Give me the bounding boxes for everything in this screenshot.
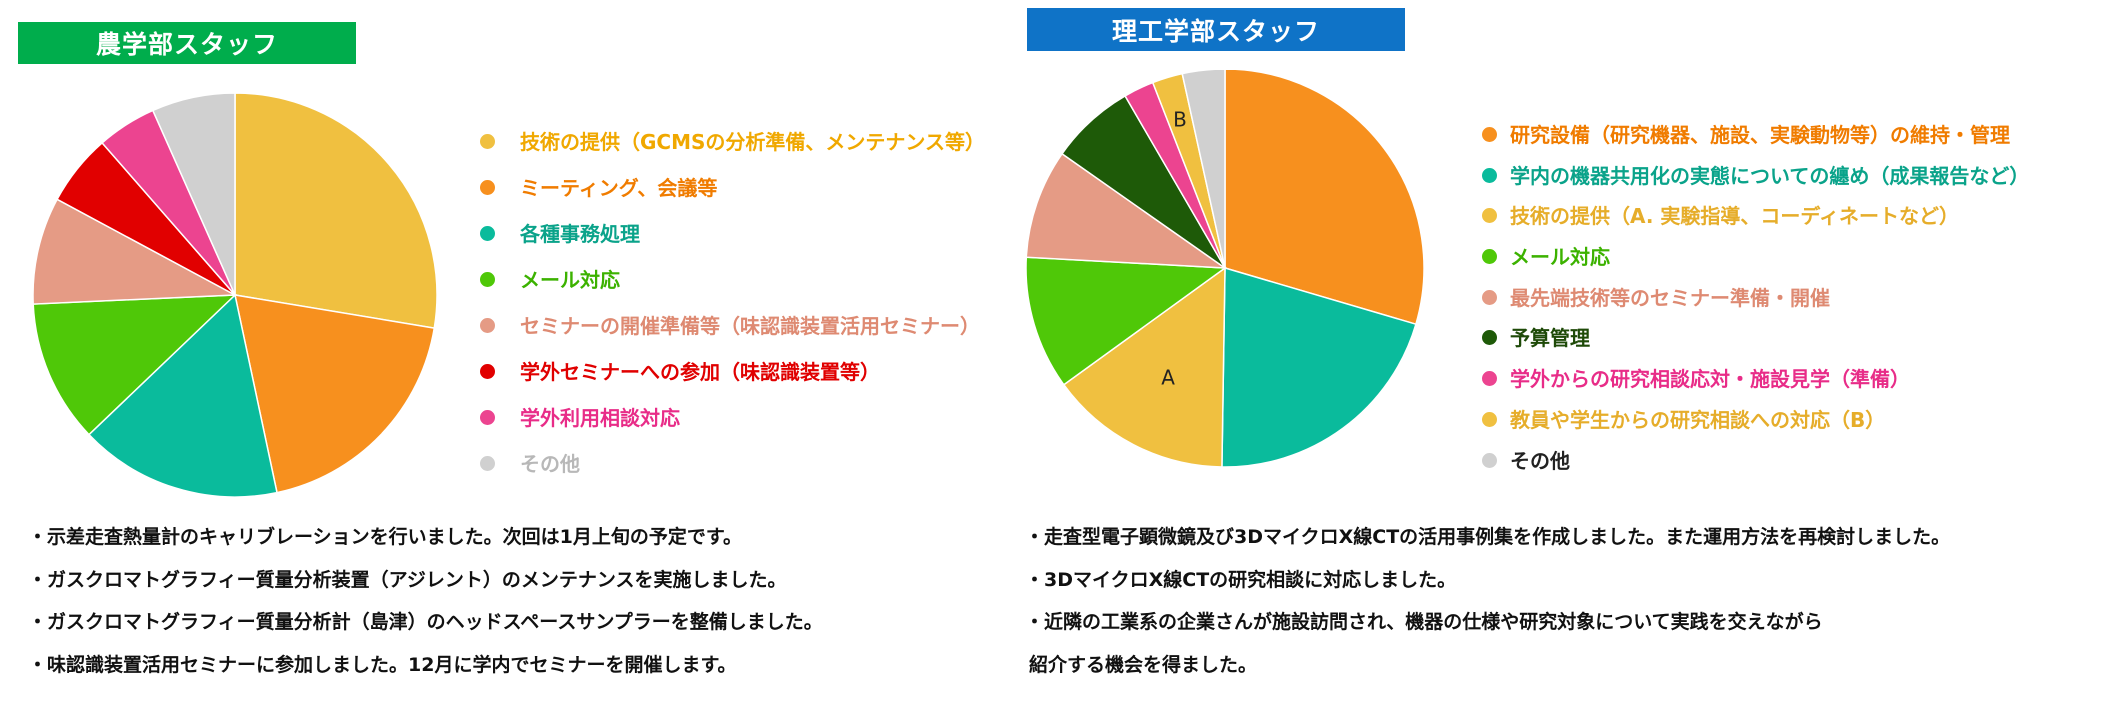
legend-marker-icon [1482,208,1497,224]
pie-slice [1181,70,1226,269]
note-item: 紹介する機会を得ました。 [1029,653,1258,676]
legend-item: 学外利用相談対応 [480,403,985,449]
legend-label: メール対応 [1510,245,1610,270]
legend-label: その他 [520,452,580,476]
note-item: ・3DマイクロX線CTの研究相談に対応しました。 [1025,568,1457,591]
pie-slice [1221,267,1417,468]
legend-marker-icon [1482,330,1497,346]
legend-item: メール対応 [480,265,985,311]
legend-marker-icon [1482,411,1497,427]
right-pie-legend: 研究設備（研究機器、施設、実験動物等）の維持・管理 学内の機器共用化の実態について… [1482,120,2029,486]
legend-marker-icon [1482,127,1497,142]
pie-slice [87,293,278,498]
pie-slice [1062,266,1226,468]
pie-slice [32,294,237,436]
legend-item: その他 [480,449,985,495]
pie-slice [32,198,238,305]
note-item: ・示差走査熱量計のキャリブレーションを行いました。次回は1月上旬の予定です。 [28,526,742,548]
legend-label: 学外利用相談対応 [520,406,680,430]
legend-marker-icon [480,272,495,287]
legend-item: 研究設備（研究機器、施設、実験動物等）の維持・管理 [1482,120,2029,161]
legend-label: 予算管理 [1510,326,1590,351]
note-item: ・味認識装置活用セミナーに参加しました。12月に学内でセミナーを開催します。 [28,653,737,676]
note-item: ・走査型電子顕微鏡及び3DマイクロX線CTの活用事例集を作成しました。また運用方… [1025,526,1951,548]
legend-label: 学外セミナーへの参加（味認識装置等） [520,360,880,384]
legend-marker-icon [480,410,495,425]
legend-marker-icon [1482,452,1497,468]
pie-slice-label: A [1161,365,1175,389]
legend-item: セミナーの開催準備等（味認識装置活用セミナー） [480,311,985,357]
legend-item: 各種事務処理 [480,219,985,265]
pie-slice [1025,256,1228,386]
note-item: ・ガスクロマトグラフィー質量分析計（島津）のヘッドスペースサンプラーを整備しまし… [28,611,823,633]
legend-label: 教員や学生からの研究相談への対応（B） [1510,407,1886,432]
legend-marker-icon [1482,289,1497,305]
pie-slice [234,294,436,494]
legend-item: 技術の提供（A. 実験指導、コーディネートなど） [1482,201,2029,242]
pie-slice [151,92,236,296]
legend-marker-icon [480,364,495,379]
legend-label: ミーティング、会議等 [520,176,718,200]
legend-label: セミナーの開催準備等（味認識装置活用セミナー） [520,314,980,338]
legend-label: 研究設備（研究機器、施設、実験動物等）の維持・管理 [1510,123,2010,147]
right-notes-list: ・走査型電子顕微鏡及び3DマイクロX線CTの活用事例集を作成しました。また運用方… [1025,522,1950,692]
pie-slice [1224,70,1425,326]
legend-marker-icon [1482,249,1497,265]
legend-item: 最先端技術等のセミナー準備・開催 [1482,283,2029,324]
legend-marker-icon [480,180,495,195]
legend-item: 予算管理 [1482,323,2029,364]
legend-label: 最先端技術等のセミナー準備・開催 [1510,285,1830,310]
note-item: ・ガスクロマトグラフィー質量分析装置（アジレント）のメンテナンスを実施しました。 [28,568,787,591]
left-pie-chart [32,92,438,498]
legend-label: その他 [1510,448,1570,473]
legend-marker-icon [480,226,495,241]
legend-item: 学内の機器共用化の実態についての纏め（成果報告など） [1482,161,2029,202]
legend-label: 学内の機器共用化の実態についての纏め（成果報告など） [1510,163,2030,188]
legend-marker-icon [480,318,495,333]
legend-label: 各種事務処理 [520,222,640,246]
pie-slice-label: B [1173,107,1187,131]
legend-label: 技術の提供（A. 実験指導、コーディネートなど） [1510,204,1960,229]
legend-marker-icon [480,456,495,471]
left-notes-list: ・示差走査熱量計のキャリブレーションを行いました。次回は1月上旬の予定です。・ガ… [28,522,823,692]
legend-item: ミーティング、会議等 [480,173,985,219]
legend-item: その他 [1482,446,2029,487]
legend-label: 技術の提供（GCMSの分析準備、メンテナンス等） [520,130,986,154]
legend-label: メール対応 [520,268,620,292]
legend-item: メール対応 [1482,242,2029,283]
legend-marker-icon [1482,371,1497,387]
legend-item: 教員や学生からの研究相談への対応（B） [1482,405,2029,446]
left-panel-title: 農学部スタッフ [18,22,356,64]
legend-marker-icon [1482,167,1497,183]
legend-item: 学外からの研究相談応対・施設見学（準備） [1482,364,2029,405]
legend-item: 技術の提供（GCMSの分析準備、メンテナンス等） [480,127,985,173]
legend-marker-icon [480,134,495,149]
legend-item: 学外セミナーへの参加（味認識装置等） [480,357,985,403]
right-panel-title: 理工学部スタッフ [1027,8,1405,51]
left-pie-legend: 技術の提供（GCMSの分析準備、メンテナンス等） ミーティング、会議等 各種事務処理… [480,127,985,495]
pie-slice [1025,152,1228,269]
legend-label: 学外からの研究相談応対・施設見学（準備） [1510,367,1910,392]
note-item: ・近隣の工業系の企業さんが施設訪問され、機器の仕様や研究対象について実践を交えな… [1025,611,1823,633]
right-pie-chart: AB [1025,70,1425,468]
pie-slice [234,92,438,329]
